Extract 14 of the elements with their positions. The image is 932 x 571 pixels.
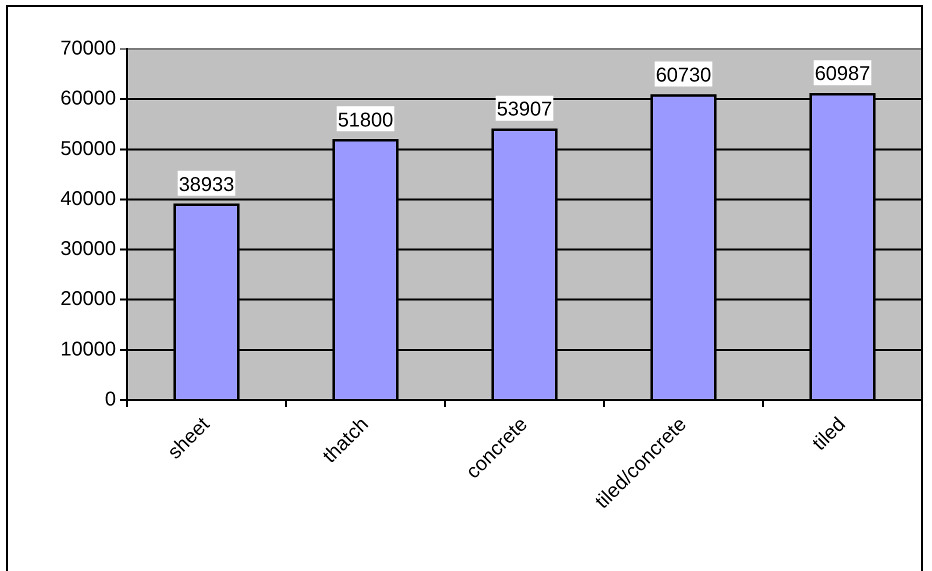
data-label: 60730: [656, 64, 712, 86]
y-tick-label: 50000: [60, 138, 116, 160]
data-label: 38933: [178, 174, 234, 196]
y-tick-label: 10000: [60, 338, 116, 360]
y-tick-label: 20000: [60, 288, 116, 310]
y-tick-label: 0: [104, 388, 116, 411]
data-label: 51800: [338, 109, 394, 132]
data-label: 60987: [814, 63, 870, 86]
y-tick-label: 60000: [60, 88, 116, 110]
y-tick-label: 40000: [60, 188, 116, 210]
y-tick-label: 70000: [60, 38, 116, 60]
y-tick-label: 30000: [60, 238, 116, 260]
x-tick-label: tiled: [808, 413, 850, 455]
data-label: 53907: [496, 98, 552, 121]
